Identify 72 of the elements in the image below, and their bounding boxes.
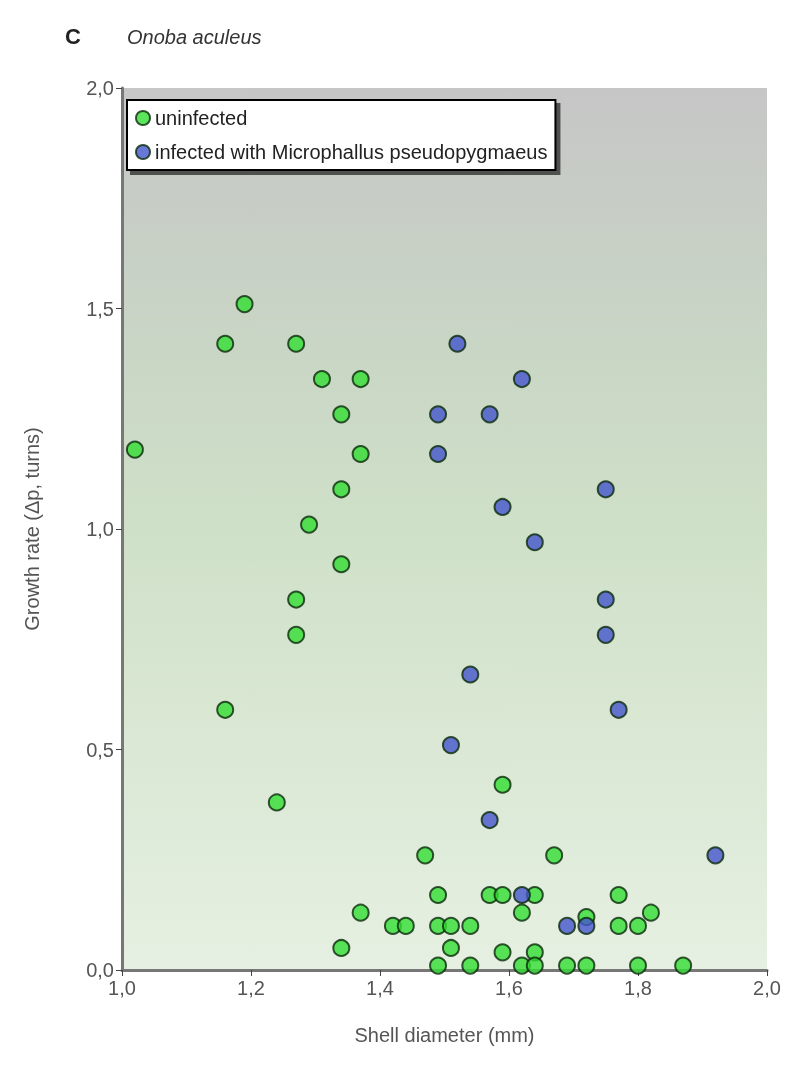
y-tick-label: 1,0 bbox=[86, 518, 114, 540]
point bbox=[545, 846, 564, 865]
legend-label: infected with Microphallus pseudopygmaeus bbox=[155, 141, 548, 163]
point bbox=[216, 334, 235, 353]
y-axis-title: Growth rate (Δp, turns) bbox=[21, 427, 43, 631]
point bbox=[629, 916, 647, 935]
point bbox=[609, 700, 628, 719]
point bbox=[441, 916, 460, 935]
y-tick-label: 2,0 bbox=[86, 77, 114, 99]
point bbox=[609, 916, 628, 935]
point bbox=[512, 903, 531, 922]
point bbox=[558, 916, 577, 935]
point bbox=[596, 480, 615, 499]
point bbox=[216, 700, 235, 719]
point bbox=[525, 956, 544, 975]
point bbox=[125, 440, 144, 459]
point bbox=[351, 903, 370, 922]
point bbox=[429, 956, 448, 975]
point bbox=[441, 938, 460, 957]
point bbox=[480, 405, 499, 424]
point bbox=[512, 886, 531, 905]
chart-subtitle: Onoba aculeus bbox=[127, 26, 262, 48]
x-tick-label: 1,8 bbox=[624, 977, 652, 999]
point bbox=[641, 903, 660, 922]
point bbox=[512, 370, 531, 389]
point bbox=[629, 956, 647, 975]
point bbox=[332, 405, 351, 424]
point bbox=[493, 943, 512, 962]
chart-title: C bbox=[65, 23, 81, 49]
point bbox=[441, 736, 460, 755]
x-tick-label: 1,2 bbox=[237, 977, 265, 999]
point bbox=[235, 295, 254, 314]
point bbox=[332, 480, 351, 499]
x-tick-label: 1,4 bbox=[366, 977, 394, 999]
point bbox=[596, 625, 615, 644]
point bbox=[396, 916, 415, 935]
point bbox=[287, 590, 306, 609]
point bbox=[480, 811, 499, 830]
x-axis-title: Shell diameter (mm) bbox=[354, 1024, 535, 1046]
x-tick-label: 1,6 bbox=[495, 977, 523, 999]
point bbox=[461, 665, 480, 684]
point bbox=[429, 445, 448, 464]
point bbox=[596, 590, 615, 609]
point bbox=[609, 886, 628, 905]
x-tick-label: 2,0 bbox=[753, 977, 781, 999]
point bbox=[287, 625, 306, 644]
point bbox=[493, 886, 512, 905]
point bbox=[287, 334, 306, 353]
point bbox=[493, 775, 512, 794]
point bbox=[267, 793, 286, 812]
point bbox=[429, 886, 448, 905]
point bbox=[577, 916, 596, 935]
point bbox=[332, 555, 351, 574]
point bbox=[332, 938, 351, 957]
point bbox=[429, 405, 448, 424]
point bbox=[461, 916, 480, 935]
point bbox=[558, 956, 577, 975]
point bbox=[525, 533, 544, 552]
point bbox=[674, 956, 693, 975]
point bbox=[300, 515, 319, 534]
point bbox=[312, 370, 331, 389]
point bbox=[351, 445, 370, 464]
point bbox=[461, 956, 480, 975]
y-tick-label: 0,5 bbox=[86, 738, 114, 761]
y-tick-label: 1,5 bbox=[86, 297, 114, 320]
point bbox=[577, 956, 596, 975]
point bbox=[448, 334, 467, 353]
point bbox=[416, 846, 435, 865]
point bbox=[493, 497, 512, 516]
legend-label: uninfected bbox=[155, 107, 248, 129]
point bbox=[351, 370, 370, 389]
point bbox=[706, 846, 725, 865]
